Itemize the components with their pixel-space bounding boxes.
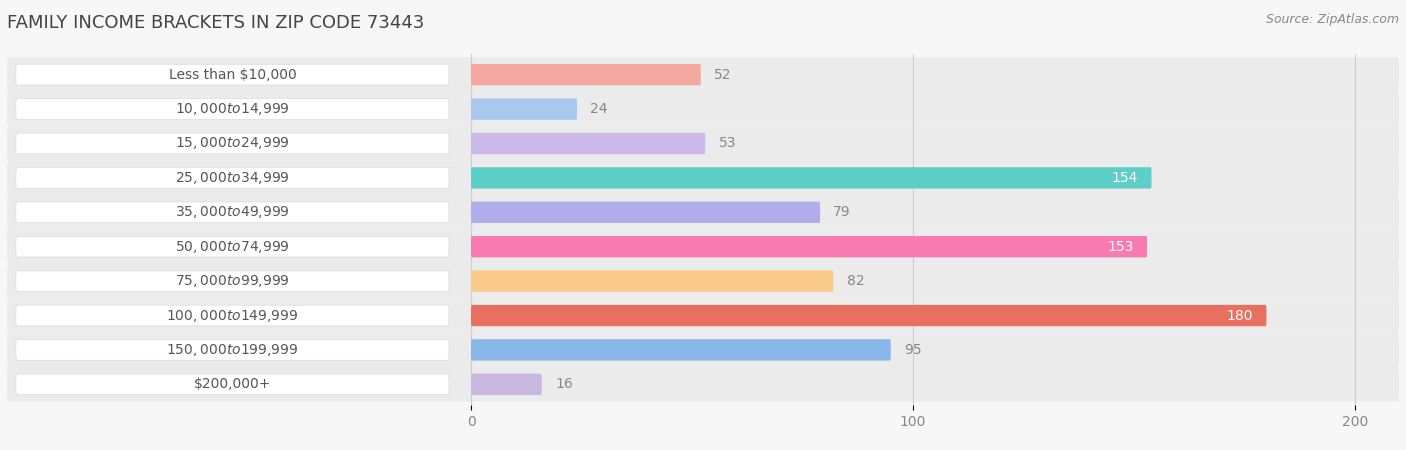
FancyBboxPatch shape [15, 133, 449, 154]
Text: 53: 53 [718, 136, 735, 150]
Text: $10,000 to $14,999: $10,000 to $14,999 [174, 101, 290, 117]
Text: $75,000 to $99,999: $75,000 to $99,999 [174, 273, 290, 289]
FancyBboxPatch shape [15, 271, 449, 292]
FancyBboxPatch shape [471, 305, 1267, 326]
Text: 180: 180 [1226, 309, 1253, 323]
Text: 82: 82 [846, 274, 865, 288]
FancyBboxPatch shape [7, 333, 1399, 367]
FancyBboxPatch shape [15, 99, 449, 119]
FancyBboxPatch shape [7, 126, 1399, 161]
FancyBboxPatch shape [7, 161, 1399, 195]
FancyBboxPatch shape [471, 64, 700, 86]
Text: $35,000 to $49,999: $35,000 to $49,999 [174, 204, 290, 220]
FancyBboxPatch shape [15, 340, 449, 360]
FancyBboxPatch shape [471, 374, 541, 395]
FancyBboxPatch shape [471, 270, 834, 292]
FancyBboxPatch shape [7, 264, 1399, 298]
FancyBboxPatch shape [15, 202, 449, 223]
Text: Less than $10,000: Less than $10,000 [169, 68, 297, 81]
Text: 52: 52 [714, 68, 731, 81]
Text: 153: 153 [1108, 240, 1133, 254]
FancyBboxPatch shape [7, 92, 1399, 126]
Text: $15,000 to $24,999: $15,000 to $24,999 [174, 135, 290, 152]
FancyBboxPatch shape [7, 230, 1399, 264]
Text: $150,000 to $199,999: $150,000 to $199,999 [166, 342, 298, 358]
FancyBboxPatch shape [471, 167, 1152, 189]
FancyBboxPatch shape [471, 202, 820, 223]
Text: FAMILY INCOME BRACKETS IN ZIP CODE 73443: FAMILY INCOME BRACKETS IN ZIP CODE 73443 [7, 14, 425, 32]
FancyBboxPatch shape [7, 58, 1399, 92]
Text: $200,000+: $200,000+ [194, 378, 271, 392]
FancyBboxPatch shape [471, 339, 891, 360]
Text: 79: 79 [834, 205, 851, 219]
FancyBboxPatch shape [471, 133, 706, 154]
Text: $100,000 to $149,999: $100,000 to $149,999 [166, 307, 298, 324]
FancyBboxPatch shape [471, 99, 576, 120]
FancyBboxPatch shape [7, 367, 1399, 401]
Text: 24: 24 [591, 102, 607, 116]
FancyBboxPatch shape [7, 298, 1399, 333]
FancyBboxPatch shape [15, 64, 449, 85]
Text: 16: 16 [555, 378, 572, 392]
Text: $25,000 to $34,999: $25,000 to $34,999 [174, 170, 290, 186]
FancyBboxPatch shape [15, 236, 449, 257]
FancyBboxPatch shape [15, 305, 449, 326]
FancyBboxPatch shape [471, 236, 1147, 257]
FancyBboxPatch shape [7, 195, 1399, 230]
Text: 154: 154 [1112, 171, 1139, 185]
Text: 95: 95 [904, 343, 922, 357]
Text: Source: ZipAtlas.com: Source: ZipAtlas.com [1265, 14, 1399, 27]
FancyBboxPatch shape [15, 167, 449, 188]
FancyBboxPatch shape [15, 374, 449, 395]
Text: $50,000 to $74,999: $50,000 to $74,999 [174, 238, 290, 255]
